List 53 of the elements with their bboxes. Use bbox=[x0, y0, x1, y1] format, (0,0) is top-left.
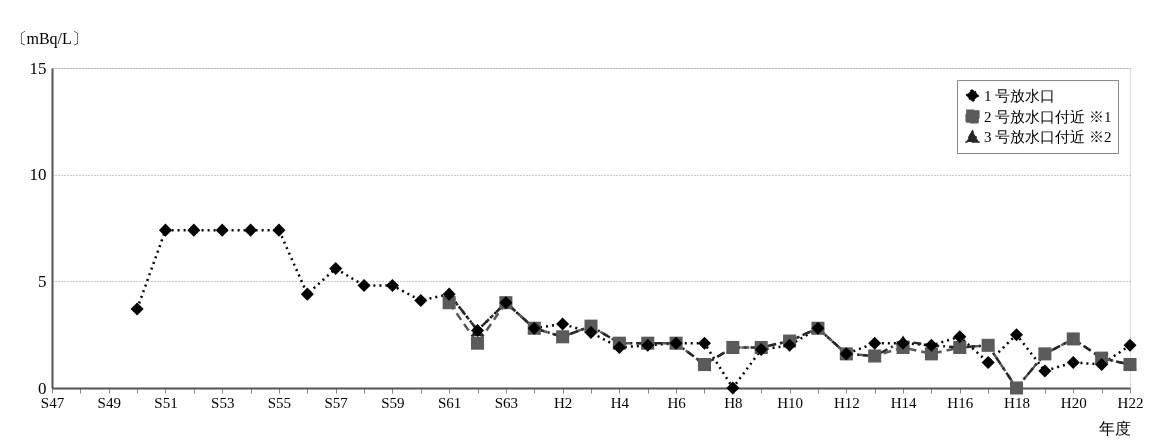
x-tick-label: H20 bbox=[1060, 394, 1087, 411]
point bbox=[130, 302, 144, 316]
point bbox=[158, 223, 172, 237]
legend-label: 3 号放水口付近 ※2 bbox=[984, 128, 1112, 145]
point bbox=[272, 223, 286, 237]
x-tick-label: H12 bbox=[833, 394, 860, 411]
x-tick-label: S53 bbox=[211, 394, 235, 411]
point bbox=[1095, 358, 1109, 372]
point bbox=[1038, 364, 1052, 378]
point bbox=[471, 336, 485, 350]
y-tick-label: 10 bbox=[29, 165, 47, 185]
x-tick-label: S55 bbox=[267, 394, 292, 411]
point bbox=[1123, 338, 1137, 352]
legend-label: 1 号放水口 bbox=[984, 87, 1056, 104]
x-tick-label: S49 bbox=[97, 394, 121, 411]
x-tick-label: H4 bbox=[610, 394, 630, 411]
point bbox=[953, 330, 967, 344]
x-tick-label: H2 bbox=[553, 394, 573, 411]
point bbox=[357, 279, 371, 293]
x-tick-label: S59 bbox=[381, 394, 405, 411]
x-tick-label: H10 bbox=[777, 394, 803, 411]
y-axis-title: 〔mBq/L〕 bbox=[10, 29, 88, 48]
point bbox=[726, 381, 740, 395]
point bbox=[783, 338, 797, 352]
x-tick-label: H22 bbox=[1117, 394, 1144, 411]
point bbox=[187, 223, 201, 237]
x-tick-label: H6 bbox=[667, 394, 687, 411]
point bbox=[385, 279, 399, 293]
point bbox=[697, 336, 711, 350]
x-tick-label: S63 bbox=[494, 394, 519, 411]
point bbox=[1066, 355, 1080, 369]
point bbox=[414, 294, 428, 308]
x-tick-label: H8 bbox=[724, 394, 743, 411]
x-tick-label: S57 bbox=[324, 394, 349, 411]
x-tick-label: S51 bbox=[154, 394, 178, 411]
point bbox=[1010, 328, 1024, 342]
point bbox=[300, 287, 314, 301]
legend-label: 2 号放水口付近 ※1 bbox=[984, 108, 1112, 125]
point bbox=[981, 355, 995, 369]
x-axis-title: 年度 bbox=[1098, 419, 1131, 437]
point bbox=[244, 223, 258, 237]
y-tick-label: 5 bbox=[38, 271, 47, 291]
point bbox=[612, 340, 626, 354]
x-tick-label: H16 bbox=[947, 394, 974, 411]
x-tick-label: S61 bbox=[437, 394, 462, 411]
point bbox=[868, 336, 882, 350]
x-tick-label: H18 bbox=[1004, 394, 1030, 411]
y-tick-label: 15 bbox=[29, 58, 47, 78]
point bbox=[215, 223, 229, 237]
point bbox=[584, 326, 598, 340]
x-tick-label: H14 bbox=[890, 394, 917, 411]
point bbox=[329, 262, 343, 276]
point bbox=[556, 317, 570, 331]
